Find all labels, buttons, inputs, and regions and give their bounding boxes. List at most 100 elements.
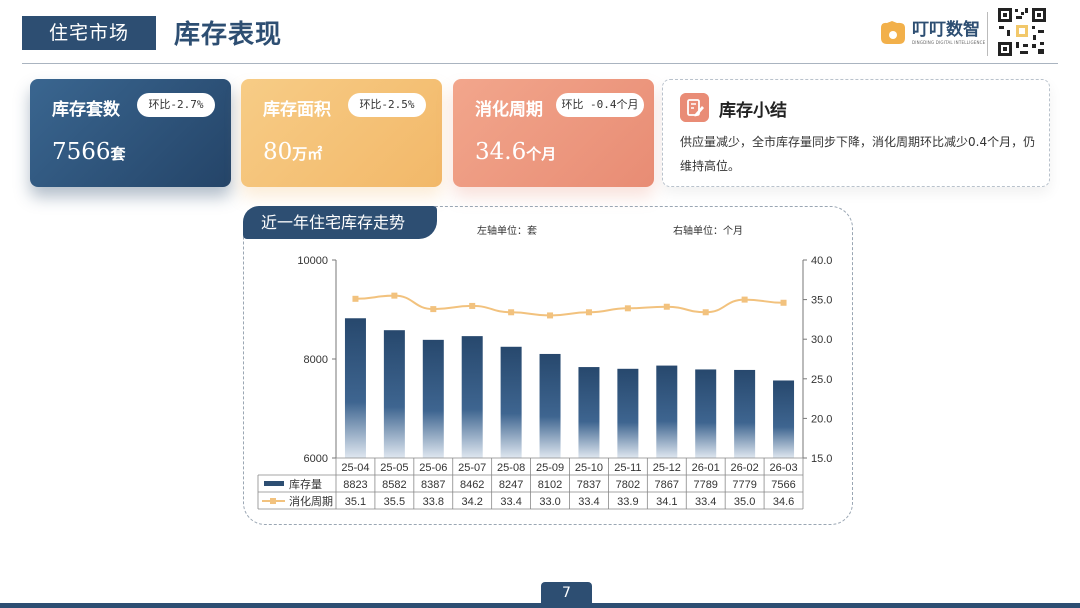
- x-tick-label: 25-04: [341, 462, 369, 474]
- x-tick-label: 25-11: [614, 462, 641, 474]
- logo-divider: [987, 12, 988, 56]
- bar-25-12: [656, 365, 678, 458]
- x-tick-label: 25-07: [458, 462, 486, 474]
- summary-text: 供应量减少，全市库存量同步下降，消化周期环比减少0.4个月，仍维持高位。: [680, 135, 1036, 173]
- bar-25-06: [422, 339, 444, 458]
- right-tick-label: 40.0: [811, 255, 832, 267]
- x-tick-label: 25-12: [653, 462, 681, 474]
- bar-25-08: [500, 346, 522, 458]
- line-point-25-12: [663, 303, 670, 310]
- table-cell-inventory: 8102: [538, 479, 562, 491]
- line-point-25-04: [352, 295, 359, 302]
- line-series-absorption: [355, 294, 784, 317]
- bar-25-09: [539, 353, 561, 458]
- kpi-unit: 万㎡: [292, 145, 323, 163]
- footer-bar: [0, 603, 1080, 608]
- logo-name: 叮叮数智: [912, 19, 980, 40]
- kpi-change-badge: 环比-2.7%: [137, 93, 215, 117]
- kpi-value: 80万㎡: [263, 139, 323, 165]
- bar-25-07: [461, 336, 483, 458]
- right-tick-label: 15.0: [811, 453, 832, 465]
- legend-label-inventory: 库存量: [289, 477, 322, 491]
- left-tick-label: 6000: [304, 453, 328, 465]
- line-point-26-03: [780, 299, 787, 306]
- kpi-change-badge: 环比 -0.4个月: [556, 93, 644, 117]
- right-tick-label: 35.0: [811, 295, 832, 307]
- table-cell-inventory: 7566: [771, 479, 795, 491]
- x-tick-label: 25-06: [419, 462, 447, 474]
- x-tick-label: 25-05: [380, 462, 408, 474]
- legend-key-inventory: [264, 481, 284, 486]
- table-cell-period: 33.4: [695, 496, 716, 508]
- chart-title: 近一年住宅库存走势: [243, 206, 437, 239]
- kpi-unit: 个月: [526, 145, 557, 163]
- x-tick-label: 25-10: [575, 462, 603, 474]
- line-point-25-11: [624, 305, 631, 312]
- table-cell-inventory: 7802: [616, 479, 640, 491]
- edit-note-icon: [680, 93, 709, 122]
- line-point-25-06: [430, 306, 437, 313]
- bar-26-03: [773, 380, 795, 458]
- bar-25-04: [344, 318, 366, 458]
- table-cell-period: 35.0: [734, 496, 755, 508]
- kpi-unit: 套: [110, 145, 126, 163]
- table-cell-period: 33.4: [500, 496, 521, 508]
- bar-25-11: [617, 368, 639, 458]
- summary-card: 库存小结 供应量减少，全市库存量同步下降，消化周期环比减少0.4个月，仍维持高位…: [662, 79, 1050, 187]
- table-cell-inventory: 7789: [693, 479, 717, 491]
- table-cell-period: 33.9: [617, 496, 638, 508]
- bar-25-10: [578, 367, 600, 458]
- logo-icon: [881, 21, 905, 44]
- kpi-value: 7566套: [52, 139, 126, 165]
- kpi-label: 库存面积: [263, 100, 331, 120]
- x-tick-label: 25-08: [497, 462, 525, 474]
- x-tick-label: 26-02: [731, 462, 759, 474]
- qr-code-icon: [996, 6, 1048, 58]
- right-axis-unit: 右轴单位：个月: [673, 226, 743, 237]
- line-point-25-08: [508, 309, 515, 316]
- table-cell-inventory: 8823: [343, 479, 367, 491]
- summary-title: 库存小结: [719, 101, 787, 121]
- bar-25-05: [383, 330, 405, 458]
- kpi-label: 库存套数: [52, 100, 120, 120]
- logo-tagline: DINGDING DIGITAL INTELLIGENCE: [912, 39, 986, 45]
- chart-panel: [243, 206, 853, 525]
- right-tick-label: 20.0: [811, 413, 832, 425]
- table-cell-inventory: 8462: [460, 479, 484, 491]
- brand-logo: 叮叮数智 DINGDING DIGITAL INTELLIGENCE: [878, 18, 985, 46]
- kpi-card-inventory-area: 库存面积 环比-2.5% 80万㎡: [241, 79, 442, 187]
- table-cell-period: 33.8: [423, 496, 444, 508]
- table-cell-inventory: 8247: [499, 479, 523, 491]
- legend-key-period-marker: [270, 498, 276, 504]
- bar-26-01: [695, 369, 717, 458]
- line-point-26-02: [741, 296, 748, 303]
- header-divider: [22, 63, 1058, 64]
- right-tick-label: 25.0: [811, 374, 832, 386]
- left-tick-label: 8000: [304, 354, 328, 366]
- legend-label-period: 消化周期: [289, 494, 333, 508]
- kpi-change-badge: 环比-2.5%: [348, 93, 426, 117]
- table-cell-period: 34.6: [773, 496, 794, 508]
- line-point-25-07: [469, 302, 476, 309]
- line-point-25-10: [585, 309, 592, 316]
- x-tick-label: 25-09: [536, 462, 564, 474]
- kpi-card-absorption-period: 消化周期 环比 -0.4个月 34.6个月: [453, 79, 654, 187]
- right-tick-label: 30.0: [811, 334, 832, 346]
- table-cell-period: 35.1: [345, 496, 366, 508]
- x-tick-label: 26-03: [769, 462, 797, 474]
- table-cell-period: 34.1: [656, 496, 677, 508]
- table-cell-inventory: 7867: [655, 479, 679, 491]
- table-cell-period: 33.4: [578, 496, 599, 508]
- kpi-value: 34.6个月: [475, 139, 557, 165]
- page-title: 库存表现: [174, 20, 283, 50]
- table-cell-inventory: 7837: [577, 479, 601, 491]
- line-point-25-09: [547, 312, 554, 319]
- section-tag: 住宅市场: [22, 16, 156, 50]
- bar-26-02: [734, 369, 756, 458]
- kpi-card-inventory-units: 库存套数 环比-2.7% 7566套: [30, 79, 231, 187]
- left-tick-label: 10000: [297, 255, 328, 267]
- x-tick-label: 26-01: [692, 462, 720, 474]
- line-point-26-01: [702, 309, 709, 316]
- table-cell-inventory: 8387: [421, 479, 445, 491]
